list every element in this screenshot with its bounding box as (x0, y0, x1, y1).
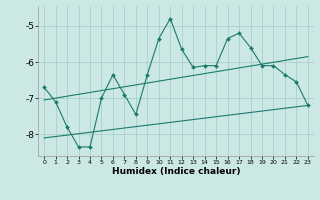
X-axis label: Humidex (Indice chaleur): Humidex (Indice chaleur) (112, 167, 240, 176)
